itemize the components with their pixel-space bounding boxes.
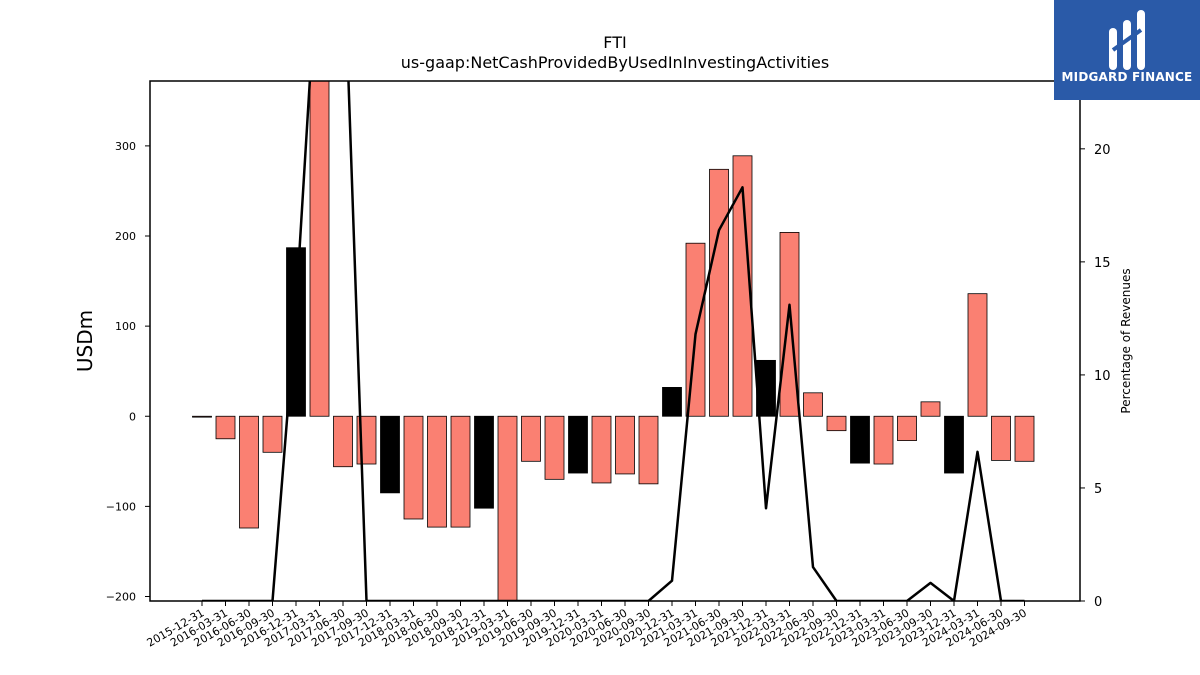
y2-tick-label: 5 <box>1094 482 1102 497</box>
y2-tick-label: 15 <box>1094 256 1111 271</box>
bar-2016-03-31 <box>215 415 236 440</box>
y-tick-label: 200 <box>115 230 136 243</box>
bar-2017-03-31 <box>309 81 330 417</box>
y-axis-label: USDm <box>73 310 97 372</box>
bar-2019-06-30 <box>521 415 541 462</box>
y-axis: −200 −100 0 100 200 300 <box>106 140 150 603</box>
bar-2024-09-30 <box>1014 415 1035 462</box>
bar-2022-09-30 <box>826 415 847 432</box>
y-tick-label: −100 <box>106 500 136 513</box>
plot-frame <box>149 80 1081 602</box>
bar-2017-12-31 <box>380 415 400 494</box>
y2-axis: 0 5 10 15 20 <box>1080 143 1111 610</box>
bar-2024-06-30 <box>991 415 1011 461</box>
bar-2020-03-31 <box>591 415 612 484</box>
bar-2018-09-30 <box>450 415 471 528</box>
x-axis: 2015-12-312016-03-312016-06-302016-09-30… <box>145 601 1029 650</box>
y2-tick-label: 10 <box>1094 369 1111 384</box>
bar-2021-06-30 <box>709 168 729 417</box>
y2-axis-label: Percentage of Revenues <box>1119 268 1133 413</box>
bar-2022-12-31 <box>850 415 870 464</box>
bar-2024-03-31 <box>967 293 988 417</box>
bar-2019-03-31 <box>497 415 518 601</box>
bar-2021-09-30 <box>732 155 753 417</box>
bar-2023-03-31 <box>873 415 894 465</box>
bar-2019-12-31 <box>568 415 588 474</box>
bar-2020-06-30 <box>615 415 635 475</box>
logo-mark-icon <box>1109 10 1145 70</box>
bar-2020-09-30 <box>638 415 659 485</box>
brand-logo: MIDGARD FINANCE <box>1054 0 1200 100</box>
bar-2023-12-31 <box>944 415 964 474</box>
bar-2018-12-31 <box>474 415 494 509</box>
bar-2020-12-31 <box>662 387 682 417</box>
y-tick-label: 0 <box>129 410 136 423</box>
bars <box>192 81 1035 601</box>
chart-subtitle: us-gaap:NetCashProvidedByUsedInInvesting… <box>401 53 829 72</box>
y-tick-label: −200 <box>106 590 136 603</box>
y2-tick-label: 20 <box>1094 143 1111 158</box>
bar-2022-06-30 <box>803 392 823 417</box>
bar-2023-06-30 <box>897 415 917 441</box>
bar-2017-06-30 <box>333 415 353 468</box>
bar-2015-12-31 <box>192 415 212 418</box>
bar-2018-03-31 <box>403 415 424 520</box>
y2-tick-label: 0 <box>1094 595 1102 610</box>
bar-2023-09-30 <box>920 401 941 417</box>
y-tick-label: 100 <box>115 320 136 333</box>
logo-text: MIDGARD FINANCE <box>1061 70 1193 84</box>
chart-title: FTI <box>603 33 626 52</box>
bar-2019-09-30 <box>544 415 565 480</box>
bar-2016-06-30 <box>239 415 259 529</box>
bar-2016-09-30 <box>262 415 283 453</box>
bar-2018-06-30 <box>427 415 447 528</box>
y-tick-label: 300 <box>115 140 136 153</box>
